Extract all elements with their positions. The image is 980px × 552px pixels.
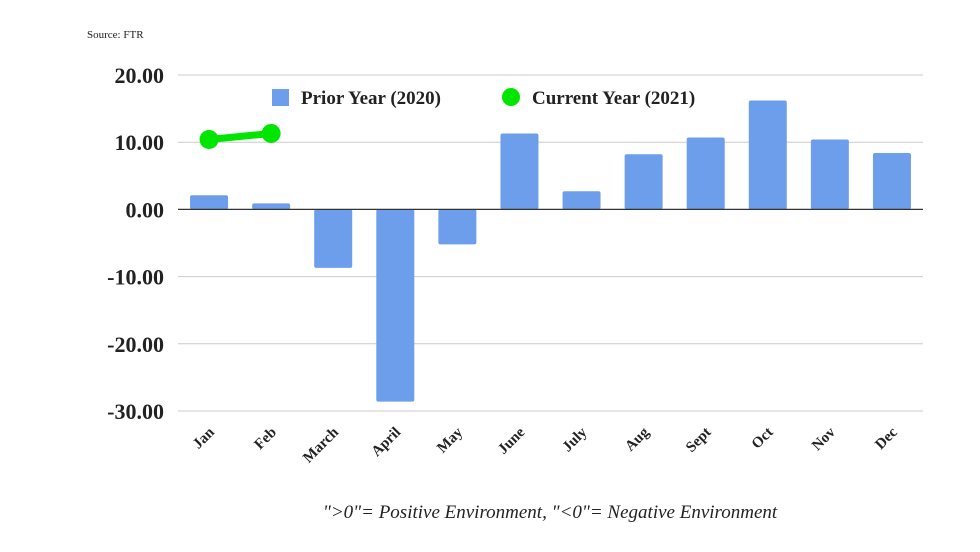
bar-jan — [190, 195, 229, 210]
x-tick-label: April — [369, 425, 404, 460]
bar-sept — [686, 137, 725, 210]
y-tick-label: 10.00 — [115, 130, 165, 155]
bar-dec — [872, 152, 911, 210]
current-year-line — [205, 129, 275, 144]
bar-may — [438, 209, 477, 245]
legend-label-current-year: Current Year (2021) — [532, 88, 695, 109]
x-tick-label: July — [560, 424, 591, 455]
x-tick-label: March — [300, 424, 342, 466]
x-tick-label: Dec — [872, 424, 901, 453]
point-jan — [199, 130, 219, 150]
legend-label-prior-year: Prior Year (2020) — [301, 88, 441, 109]
bar-series-prior-year — [190, 100, 911, 402]
legend-swatch-prior-year — [272, 89, 289, 106]
x-tick-label: Jan — [190, 424, 218, 452]
bar-april — [376, 209, 415, 402]
bar-march — [314, 209, 353, 268]
point-feb — [261, 123, 281, 143]
x-tick-label: June — [495, 424, 528, 457]
gridlines — [178, 74, 923, 412]
y-tick-label: 20.00 — [115, 63, 165, 88]
bar-july — [562, 191, 601, 210]
x-axis-ticks: Jan Feb March April May June July Aug Sept Oct Nov… — [190, 424, 901, 466]
source-label: Source: FTR — [87, 29, 144, 41]
x-tick-label: May — [434, 424, 466, 456]
footnote: ">0"= Positive Environment, "<0"= Negati… — [322, 502, 778, 523]
legend: Prior Year (2020) Current Year (2021) — [272, 88, 695, 109]
bar-oct — [748, 100, 787, 210]
y-axis-ticks: 20.00 10.00 0.00 -10.00 -20.00 -30.00 — [107, 63, 164, 424]
bar-aug — [624, 154, 663, 210]
line-series-current-year — [199, 123, 281, 150]
legend-swatch-current-year — [502, 88, 520, 106]
x-tick-label: Sept — [683, 425, 714, 456]
x-tick-label: Feb — [252, 425, 280, 453]
x-tick-label: Aug — [622, 424, 653, 455]
x-tick-label: Oct — [749, 425, 777, 453]
x-tick-label: Nov — [809, 424, 839, 454]
y-tick-label: -20.00 — [107, 332, 164, 357]
y-tick-label: -30.00 — [107, 399, 164, 424]
bar-nov — [810, 139, 849, 210]
y-tick-label: -10.00 — [107, 265, 164, 290]
y-tick-label: 0.00 — [126, 197, 165, 222]
bar-feb — [252, 203, 291, 210]
chart: 20.00 10.00 0.00 -10.00 -20.00 -30.00 Jan Feb M… — [107, 63, 923, 466]
bar-june — [500, 133, 539, 210]
